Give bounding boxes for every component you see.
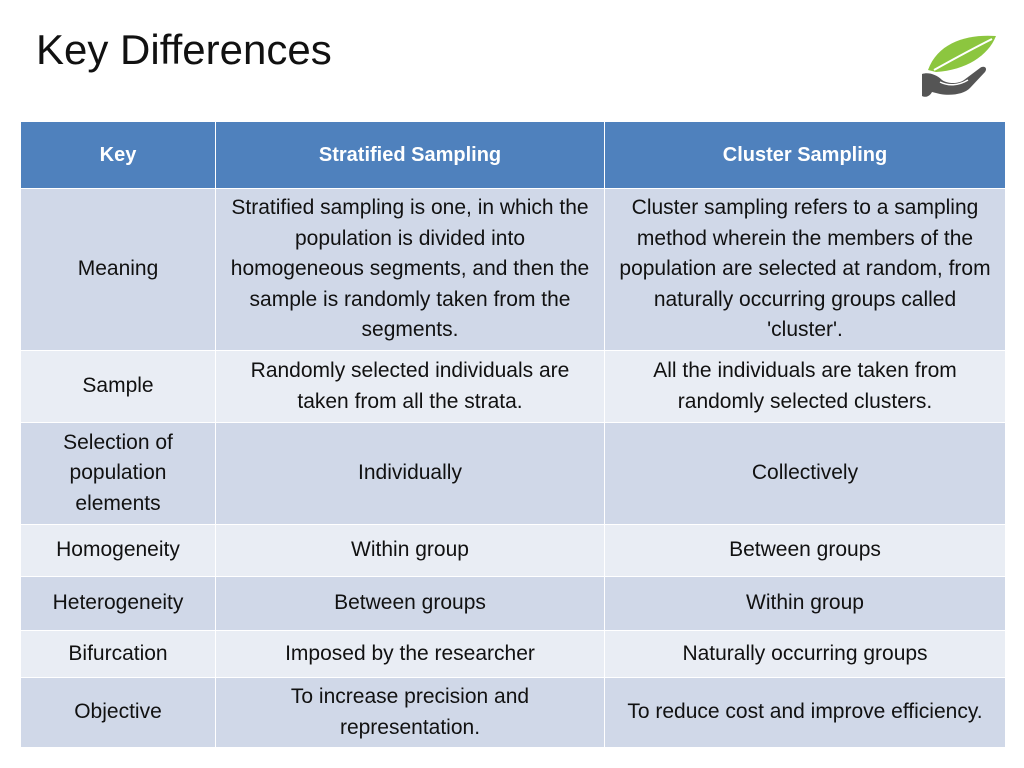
table-row: Objective To increase precision and repr… bbox=[20, 677, 1006, 748]
key-differences-table: Key Stratified Sampling Cluster Sampling… bbox=[20, 121, 1006, 748]
stratified-cell: Individually bbox=[215, 422, 605, 525]
leaf-in-hand-icon bbox=[922, 35, 996, 97]
stratified-cell: Stratified sampling is one, in which the… bbox=[215, 188, 605, 351]
row-key-cell: Heterogeneity bbox=[20, 576, 216, 631]
column-header-cluster: Cluster Sampling bbox=[604, 121, 1006, 189]
stratified-cell: Randomly selected individuals are taken … bbox=[215, 350, 605, 423]
stratified-cell: Imposed by the researcher bbox=[215, 630, 605, 678]
table-row: Sample Randomly selected individuals are… bbox=[20, 350, 1006, 423]
stratified-cell: Between groups bbox=[215, 576, 605, 631]
row-key-cell: Objective bbox=[20, 677, 216, 748]
row-key-cell: Selection of population elements bbox=[20, 422, 216, 525]
stratified-cell: To increase precision and representation… bbox=[215, 677, 605, 748]
cluster-cell: Naturally occurring groups bbox=[604, 630, 1006, 678]
row-key-cell: Sample bbox=[20, 350, 216, 423]
table-row: Homogeneity Within group Between groups bbox=[20, 524, 1006, 577]
table-row: Selection of population elements Individ… bbox=[20, 422, 1006, 525]
cluster-cell: Collectively bbox=[604, 422, 1006, 525]
row-key-cell: Homogeneity bbox=[20, 524, 216, 577]
row-key-cell: Meaning bbox=[20, 188, 216, 351]
table-header-row: Key Stratified Sampling Cluster Sampling bbox=[20, 121, 1006, 189]
table-row: Bifurcation Imposed by the researcher Na… bbox=[20, 630, 1006, 678]
cluster-cell: Cluster sampling refers to a sampling me… bbox=[604, 188, 1006, 351]
cluster-cell: All the individuals are taken from rando… bbox=[604, 350, 1006, 423]
table-row: Heterogeneity Between groups Within grou… bbox=[20, 576, 1006, 631]
stratified-cell: Within group bbox=[215, 524, 605, 577]
cluster-cell: To reduce cost and improve efficiency. bbox=[604, 677, 1006, 748]
column-header-stratified: Stratified Sampling bbox=[215, 121, 605, 189]
cluster-cell: Within group bbox=[604, 576, 1006, 631]
cluster-cell: Between groups bbox=[604, 524, 1006, 577]
row-key-cell: Bifurcation bbox=[20, 630, 216, 678]
slide-title: Key Differences bbox=[36, 26, 332, 73]
column-header-key: Key bbox=[20, 121, 216, 189]
table-row: Meaning Stratified sampling is one, in w… bbox=[20, 188, 1006, 351]
